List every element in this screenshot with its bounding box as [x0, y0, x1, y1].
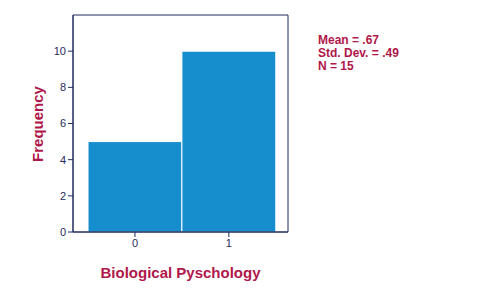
svg-text:8: 8	[60, 81, 66, 93]
html-text:Mean = .67: Mean = .67	[318, 33, 379, 47]
svg-text:6: 6	[60, 117, 66, 129]
svg-text:4: 4	[60, 154, 66, 166]
html-text:Biological Pyschology: Biological Pyschology	[100, 263, 261, 281]
svg-text:2: 2	[60, 190, 66, 202]
svg-text:10: 10	[54, 45, 66, 57]
html-text:N = 15: N = 15	[318, 59, 354, 73]
svg-text:0: 0	[60, 226, 66, 238]
svg-text:1: 1	[226, 237, 232, 249]
svg-text:0: 0	[132, 237, 138, 249]
html-text:Frequency: Frequency	[28, 85, 46, 162]
html-text:Std. Dev. = .49: Std. Dev. = .49	[318, 46, 399, 60]
